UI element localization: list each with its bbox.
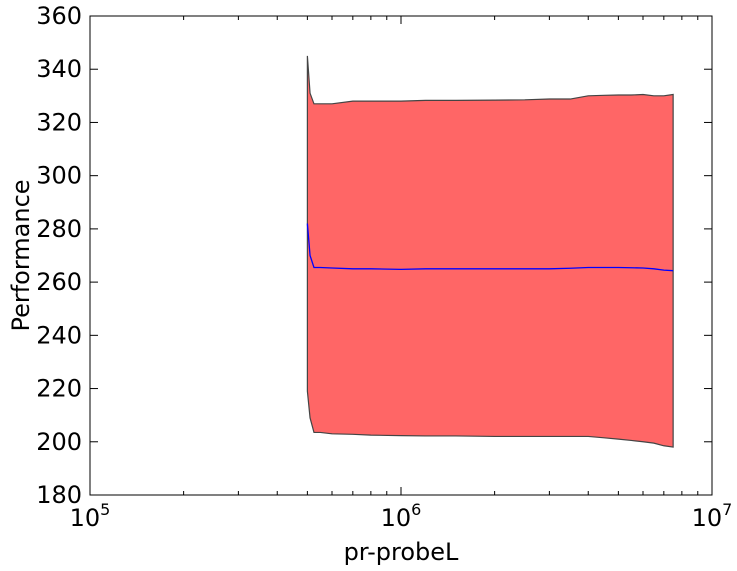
y-tick-label: 300: [36, 162, 82, 190]
y-tick-label: 180: [36, 481, 82, 509]
y-tick-label: 200: [36, 428, 82, 456]
y-tick-label: 220: [36, 375, 82, 403]
confidence-band: [306, 55, 674, 448]
plot-area: [306, 55, 674, 448]
y-tick-label: 360: [36, 2, 82, 30]
y-tick-label: 340: [36, 55, 82, 83]
y-tick-label: 320: [36, 108, 82, 136]
ticks: 180 200 220 240 260 280 300 320 340 360 105 106 107: [36, 2, 732, 532]
y-axis-label: Performance: [7, 179, 35, 331]
y-tick-label: 280: [36, 215, 82, 243]
x-tick-label: 105: [70, 500, 111, 532]
mean-line: [306, 223, 674, 272]
x-axis-label: pr-probeL: [344, 538, 459, 566]
x-tick-label: 106: [381, 500, 422, 532]
y-tick-label: 260: [36, 268, 82, 296]
x-tick-label: 107: [692, 500, 733, 532]
y-tick-label: 240: [36, 321, 82, 349]
